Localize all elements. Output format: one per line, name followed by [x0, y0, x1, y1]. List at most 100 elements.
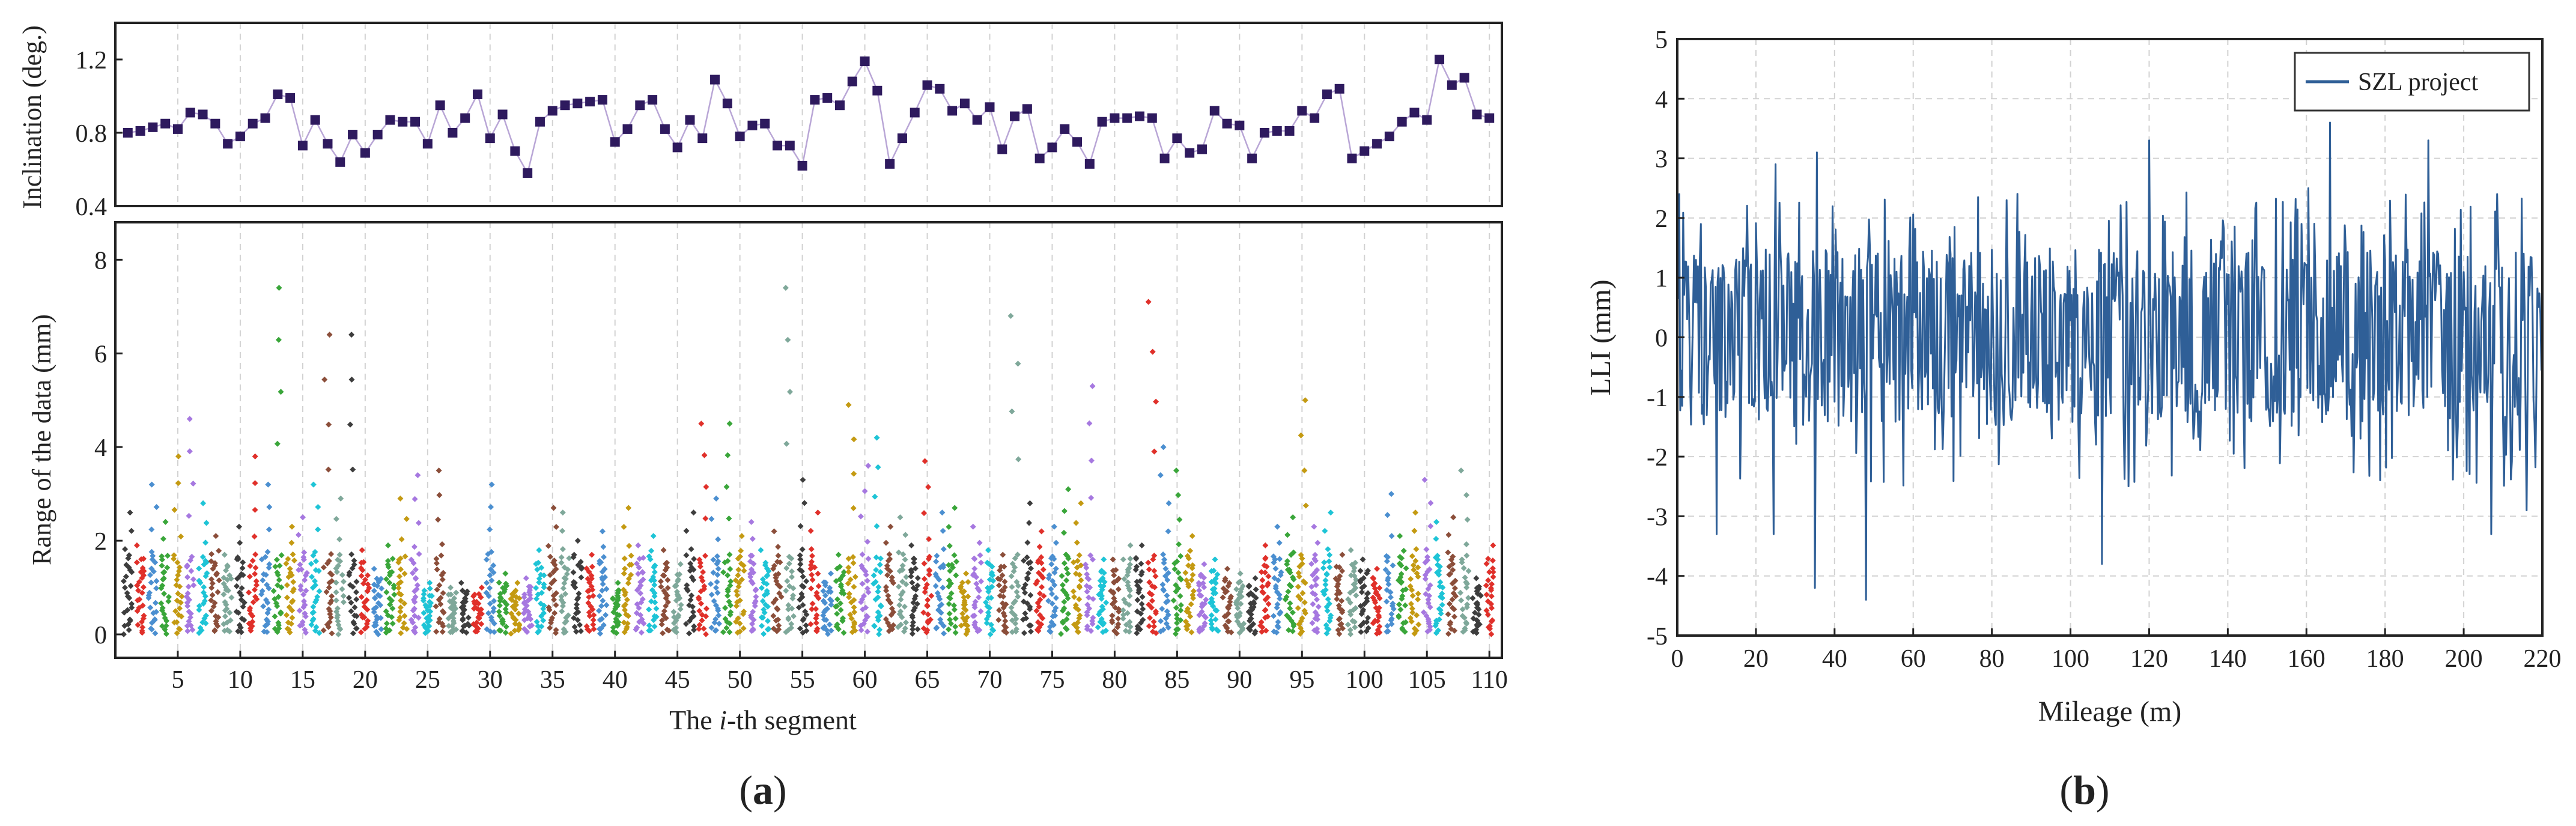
range-x-tick-label: 70	[977, 666, 1002, 694]
range-point	[296, 607, 303, 614]
range-point	[412, 496, 418, 502]
range-point	[1411, 566, 1417, 573]
range-point	[200, 500, 207, 506]
range-point	[578, 565, 585, 572]
range-point	[483, 589, 490, 596]
range-point	[437, 601, 444, 607]
range-point	[727, 566, 734, 572]
range-point	[614, 603, 621, 609]
range-point	[1286, 582, 1293, 588]
range-point	[845, 580, 851, 587]
range-point	[1326, 564, 1333, 571]
range-point	[1099, 629, 1106, 636]
range-point	[964, 626, 971, 633]
range-point	[1182, 569, 1189, 576]
range-point	[502, 630, 509, 636]
range-point	[236, 622, 243, 628]
range-point	[536, 579, 542, 586]
range-point	[383, 620, 390, 627]
range-point	[148, 548, 155, 555]
range-point	[578, 574, 585, 581]
range-point	[586, 588, 592, 594]
range-point	[1388, 621, 1395, 627]
range-point	[787, 389, 793, 395]
range-point	[785, 602, 792, 609]
range-point	[1277, 609, 1284, 616]
range-point	[797, 552, 803, 559]
inclination-point	[348, 130, 358, 140]
range-point	[1423, 546, 1430, 553]
range-point	[365, 618, 371, 624]
range-point	[1040, 593, 1047, 600]
range-point	[1277, 595, 1283, 602]
range-point	[1250, 604, 1257, 610]
range-point	[863, 604, 869, 611]
range-point	[1271, 628, 1277, 635]
range-point	[1439, 591, 1445, 597]
range-point	[247, 605, 254, 612]
range-point	[1450, 566, 1456, 573]
range-point	[940, 527, 946, 534]
range-point	[1352, 605, 1359, 612]
range-point	[1224, 565, 1231, 572]
range-point	[383, 608, 389, 615]
range-point	[1165, 500, 1172, 506]
range-point	[1078, 500, 1084, 506]
range-point	[1160, 551, 1167, 557]
range-point	[610, 609, 617, 616]
range-point	[1489, 617, 1496, 624]
range-point	[625, 580, 631, 586]
range-point	[789, 606, 795, 612]
range-point	[898, 566, 905, 573]
range-point	[1415, 591, 1421, 597]
range-point	[187, 614, 193, 621]
range-point	[1196, 582, 1203, 589]
range-point	[952, 630, 959, 636]
inclination-point	[935, 84, 945, 94]
range-point	[977, 608, 984, 615]
inclination-point	[135, 126, 145, 136]
range-point	[488, 577, 495, 584]
range-point	[1365, 625, 1372, 631]
range-point	[275, 594, 282, 600]
range-point	[122, 546, 129, 553]
range-point	[1211, 585, 1218, 592]
range-point	[865, 463, 872, 469]
range-point	[1239, 583, 1246, 589]
range-point	[1151, 448, 1158, 455]
range-points	[120, 285, 1496, 637]
inclination-point	[1197, 144, 1207, 154]
range-point	[290, 598, 296, 604]
range-point	[635, 542, 642, 548]
range-point	[1340, 625, 1346, 632]
range-point	[1434, 569, 1441, 576]
range-point	[190, 481, 196, 487]
range-point	[1374, 565, 1381, 572]
range-point	[1134, 597, 1141, 603]
range-point	[1061, 529, 1067, 536]
range-point	[312, 582, 318, 589]
lli-y-tick-label: 2	[1655, 205, 1668, 233]
range-point	[838, 582, 844, 588]
range-point	[1027, 559, 1034, 565]
range-point	[1046, 572, 1053, 579]
range-point	[139, 589, 145, 596]
range-point	[1126, 619, 1133, 625]
range-point	[254, 582, 260, 588]
range-point	[1426, 566, 1433, 572]
range-point	[851, 583, 857, 590]
range-point	[1036, 569, 1042, 576]
range-point	[1183, 577, 1189, 583]
range-point	[421, 622, 427, 628]
range-point	[688, 564, 695, 571]
range-point	[496, 579, 502, 586]
range-point	[802, 608, 809, 615]
range-point	[1323, 571, 1330, 577]
inclination-point	[1435, 55, 1445, 64]
range-point	[1160, 586, 1167, 593]
range-point	[1360, 607, 1367, 613]
range-point	[533, 585, 539, 591]
lli-x-tick-label: 100	[2052, 645, 2089, 673]
range-point	[1053, 539, 1059, 546]
range-point	[613, 616, 619, 622]
